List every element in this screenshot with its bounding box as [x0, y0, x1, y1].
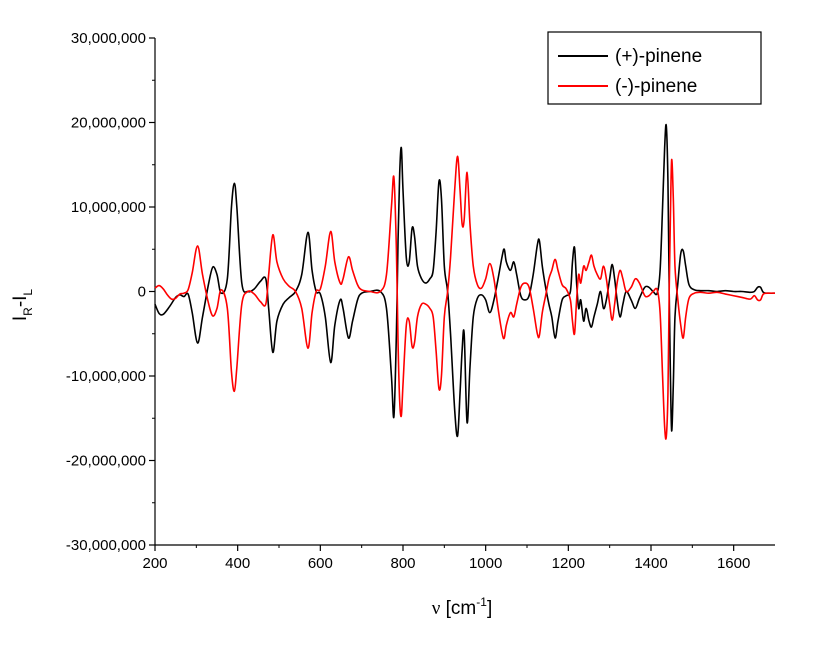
legend: (+)-pinene (-)-pinene [547, 31, 762, 105]
x-tick-label: 1000 [469, 555, 502, 572]
y-ticks: 30,000,000 20,000,000 10,000,000 0 -10,000,0… [66, 30, 155, 554]
series-line-minus-pinene [154, 155, 776, 440]
x-axis-label-unit-close: ] [487, 598, 492, 619]
x-axis-label-unit-sup: -1 [476, 595, 487, 609]
x-tick-label: 1200 [552, 555, 585, 572]
series-lines [154, 123, 776, 440]
y-axis-label: IR-IL [10, 289, 35, 322]
y-axis-label-sub-r: R [21, 307, 35, 316]
x-tick-label: 200 [142, 555, 167, 572]
y-axis-label-sub-l: L [21, 289, 35, 296]
x-ticks: 200 400 600 800 1000 1200 1400 1600 [142, 545, 750, 572]
x-tick-label: 1400 [634, 555, 667, 572]
legend-box [547, 31, 762, 105]
y-tick-label: 10,000,000 [71, 199, 146, 216]
x-tick-label: 1600 [717, 555, 750, 572]
y-tick-label: -10,000,000 [66, 368, 146, 385]
legend-label-minus-pinene: (-)-pinene [615, 76, 697, 97]
x-axis-label-unit-open: [cm [440, 598, 476, 619]
y-tick-label: -20,000,000 [66, 453, 146, 470]
y-axis-label-i-r: I [10, 316, 31, 321]
y-tick-label: 20,000,000 [71, 115, 146, 132]
x-axis-label-symbol: ν [432, 598, 441, 619]
series-line-plus-pinene [154, 123, 776, 438]
y-tick-label: 0 [138, 284, 146, 301]
x-tick-label: 800 [390, 555, 415, 572]
x-tick-label: 600 [308, 555, 333, 572]
y-tick-label: -30,000,000 [66, 537, 146, 554]
y-tick-label: 30,000,000 [71, 30, 146, 47]
x-tick-label: 400 [225, 555, 250, 572]
legend-label-plus-pinene: (+)-pinene [615, 46, 702, 67]
y-axis-label-minus-i-l: -I [10, 296, 31, 308]
x-axis-label: ν [cm-1] [432, 595, 492, 619]
